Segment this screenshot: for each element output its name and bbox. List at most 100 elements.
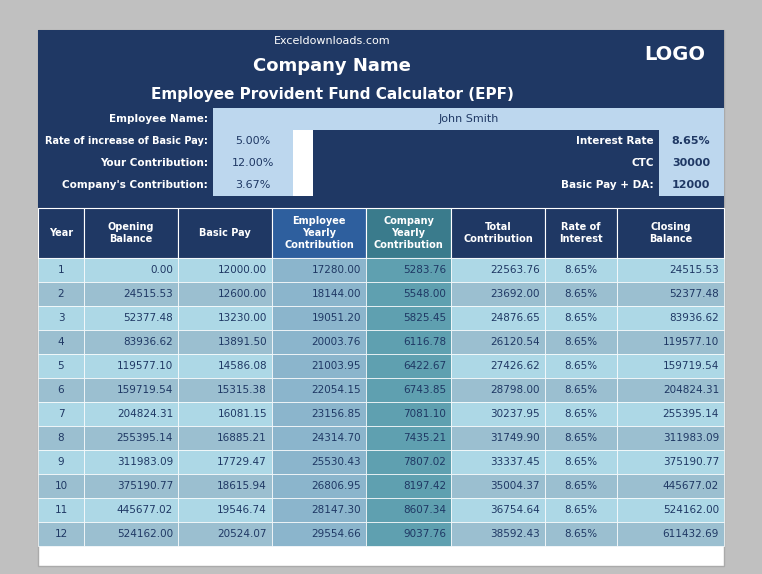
Bar (366, 306, 451, 330)
Text: 18144.00: 18144.00 (312, 289, 361, 299)
Bar (617, 522, 724, 546)
Bar (545, 208, 617, 258)
Bar (366, 426, 451, 450)
Bar (38, 258, 84, 282)
Text: 5283.76: 5283.76 (403, 265, 446, 275)
Bar (38, 426, 84, 450)
Text: Company's Contribution:: Company's Contribution: (62, 180, 208, 190)
Bar (272, 258, 366, 282)
Bar (366, 450, 451, 474)
Text: 8.65%: 8.65% (565, 265, 597, 275)
Text: 119577.10: 119577.10 (117, 361, 173, 371)
Bar (38, 330, 84, 354)
Bar (84, 498, 178, 522)
Text: Year: Year (49, 228, 73, 238)
Bar (178, 402, 272, 426)
Bar (545, 258, 617, 282)
Bar (38, 108, 213, 130)
Text: 12000.00: 12000.00 (218, 265, 267, 275)
Bar (451, 498, 545, 522)
Text: 19051.20: 19051.20 (312, 313, 361, 323)
Bar (38, 152, 213, 174)
Bar (617, 330, 724, 354)
Bar (38, 498, 84, 522)
Bar (313, 130, 659, 152)
Bar (617, 474, 724, 498)
Text: 30000: 30000 (672, 158, 710, 168)
Text: 26806.95: 26806.95 (312, 481, 361, 491)
Text: John Smith: John Smith (438, 114, 498, 124)
Text: 8.65%: 8.65% (565, 529, 597, 539)
Bar (38, 306, 84, 330)
Bar (178, 450, 272, 474)
Text: Employee
Yearly
Contribution: Employee Yearly Contribution (284, 216, 354, 250)
Text: 13230.00: 13230.00 (218, 313, 267, 323)
Text: Company Name: Company Name (253, 57, 411, 75)
Bar (178, 378, 272, 402)
Text: 83936.62: 83936.62 (669, 313, 719, 323)
Bar (451, 522, 545, 546)
Bar (213, 152, 293, 174)
Text: 5548.00: 5548.00 (403, 289, 446, 299)
Bar (366, 258, 451, 282)
Text: 311983.09: 311983.09 (117, 457, 173, 467)
Bar (617, 282, 724, 306)
Bar (451, 402, 545, 426)
Bar (545, 450, 617, 474)
Bar (545, 522, 617, 546)
Text: 35004.37: 35004.37 (491, 481, 540, 491)
Bar (38, 282, 84, 306)
Text: 375190.77: 375190.77 (663, 457, 719, 467)
Bar (451, 354, 545, 378)
Text: Employee Name:: Employee Name: (109, 114, 208, 124)
Bar (545, 498, 617, 522)
Text: 7: 7 (58, 409, 64, 419)
Text: CTC: CTC (632, 158, 654, 168)
Text: 8.65%: 8.65% (565, 337, 597, 347)
Text: Rate of increase of Basic Pay:: Rate of increase of Basic Pay: (45, 136, 208, 146)
Text: 16081.15: 16081.15 (217, 409, 267, 419)
Bar (272, 282, 366, 306)
Text: Basic Pay + DA:: Basic Pay + DA: (562, 180, 654, 190)
Bar (545, 330, 617, 354)
Text: 14586.08: 14586.08 (217, 361, 267, 371)
Bar (366, 402, 451, 426)
Bar (38, 196, 724, 208)
Bar (272, 450, 366, 474)
Bar (38, 52, 626, 80)
Bar (84, 330, 178, 354)
Text: 15315.38: 15315.38 (217, 385, 267, 395)
Text: 7435.21: 7435.21 (403, 433, 446, 443)
Text: 36754.64: 36754.64 (490, 505, 540, 515)
Text: Total
Contribution: Total Contribution (463, 222, 533, 244)
Bar (545, 282, 617, 306)
Bar (545, 402, 617, 426)
Bar (659, 174, 724, 196)
Text: 255395.14: 255395.14 (117, 433, 173, 443)
Bar (366, 378, 451, 402)
Text: 38592.43: 38592.43 (490, 529, 540, 539)
Text: 311983.09: 311983.09 (663, 433, 719, 443)
Bar (545, 474, 617, 498)
Bar (178, 282, 272, 306)
Bar (272, 330, 366, 354)
Text: 8.65%: 8.65% (565, 361, 597, 371)
Bar (659, 130, 724, 152)
Bar (178, 306, 272, 330)
Bar (272, 306, 366, 330)
Bar (366, 498, 451, 522)
Text: 3.67%: 3.67% (235, 180, 271, 190)
Bar (617, 402, 724, 426)
Bar (451, 282, 545, 306)
Text: 7081.10: 7081.10 (403, 409, 446, 419)
Text: Closing
Balance: Closing Balance (649, 222, 692, 244)
Text: 11: 11 (54, 505, 68, 515)
Text: 12: 12 (54, 529, 68, 539)
Bar (84, 402, 178, 426)
Text: 445677.02: 445677.02 (117, 505, 173, 515)
Bar (366, 208, 451, 258)
Text: 23692.00: 23692.00 (491, 289, 540, 299)
Bar (38, 450, 84, 474)
Bar (38, 522, 84, 546)
Text: 28798.00: 28798.00 (491, 385, 540, 395)
